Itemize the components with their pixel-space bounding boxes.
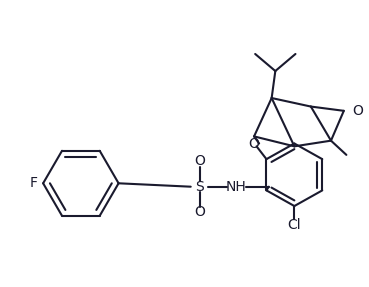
Text: O: O (352, 104, 363, 118)
Text: O: O (194, 154, 205, 168)
Text: NH: NH (225, 180, 246, 194)
Text: O: O (248, 137, 259, 150)
Text: Cl: Cl (287, 218, 301, 232)
Text: O: O (194, 205, 205, 219)
Text: F: F (30, 176, 38, 190)
Text: S: S (196, 180, 204, 194)
